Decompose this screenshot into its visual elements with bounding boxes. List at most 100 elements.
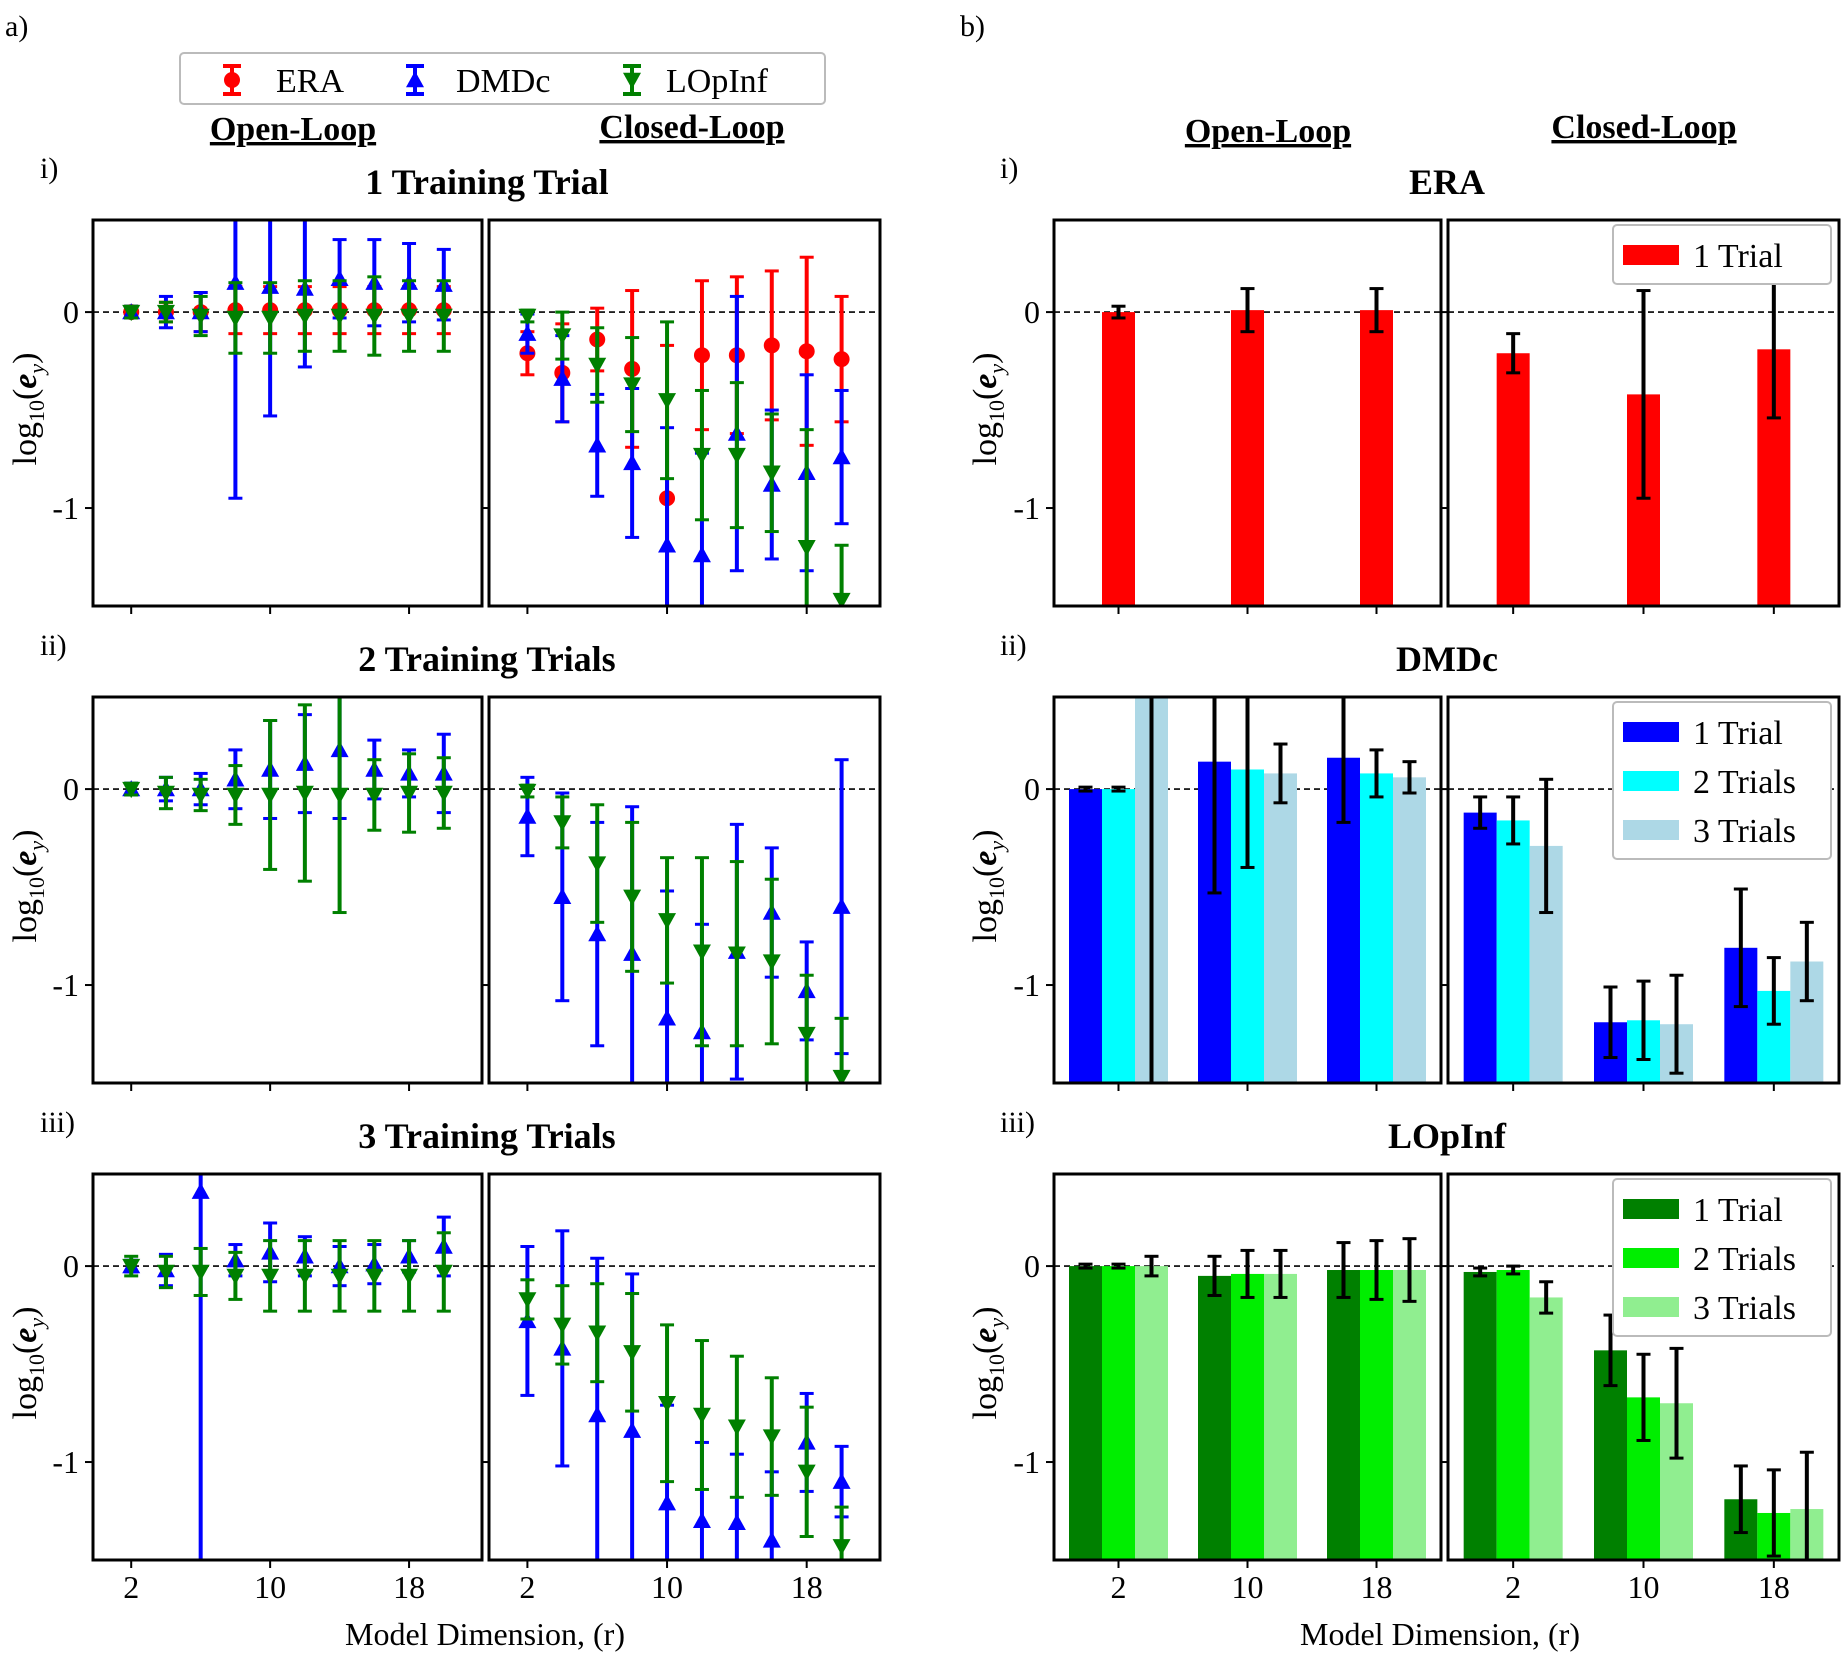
plot-area <box>1448 279 1839 606</box>
bar-2-trials <box>1231 1273 1264 1560</box>
panel-open-loop: 2 10 18 0 -1 <box>52 1172 484 1605</box>
data-point <box>295 785 314 803</box>
header-closed-a: Closed-Loop <box>599 109 784 146</box>
chart-b-ii: DMDc ii) log10(ey) 0 -1 1 Trial 2 Trials 3 Tria… <box>967 629 1841 1091</box>
data-point <box>588 856 607 873</box>
data-point <box>727 1419 746 1436</box>
data-point <box>762 954 781 971</box>
y-axis-label: log10(ey) <box>7 830 49 943</box>
data-point <box>553 815 572 832</box>
legend-marker-dmdc <box>406 64 424 96</box>
x-tick-label: 10 <box>1628 1569 1660 1605</box>
plot-area <box>1054 287 1441 606</box>
data-point <box>191 308 210 326</box>
bar-3-trials <box>1393 777 1426 1083</box>
legend-label-lopinf: LOpInf <box>666 63 769 100</box>
row-label: i) <box>1000 152 1018 185</box>
data-point <box>191 1264 210 1281</box>
y-tick-label: -1 <box>1013 967 1040 1003</box>
axes-frame <box>1446 695 1841 1085</box>
data-point <box>692 546 711 563</box>
data-point <box>588 357 607 374</box>
data-point <box>798 343 815 360</box>
data-point <box>762 465 781 482</box>
data-point <box>156 304 175 322</box>
legend-frame <box>1612 224 1832 285</box>
x-tick-label: 18 <box>791 1569 823 1605</box>
y-tick-label: 0 <box>63 771 79 807</box>
y-tick-label: -1 <box>52 490 79 526</box>
data-point <box>191 787 210 804</box>
legend-marker <box>224 72 240 88</box>
data-point <box>727 1513 746 1530</box>
data-point <box>261 310 280 327</box>
data-point <box>122 304 141 322</box>
bar-legend: 1 Trial 2 Trials 3 Trials <box>1612 1178 1832 1337</box>
data-point <box>400 308 419 326</box>
data-point <box>658 1494 677 1511</box>
data-point <box>833 351 850 368</box>
panel-label-a: a) <box>5 10 28 43</box>
plot-area <box>93 1174 482 1560</box>
x-tick-label: 10 <box>254 1569 286 1605</box>
legend-marker-era <box>223 64 241 96</box>
data-point <box>226 1268 245 1285</box>
series-lopinf <box>518 1278 851 1560</box>
data-point <box>295 308 314 326</box>
data-point <box>191 1182 210 1199</box>
legend-label: 2 Trials <box>1693 764 1796 801</box>
plot-area <box>489 1229 880 1560</box>
data-point <box>832 1472 851 1489</box>
axes-frame <box>91 1172 484 1562</box>
x-tick-label: 2 <box>519 1569 535 1605</box>
data-point <box>261 787 280 804</box>
legend-swatch <box>1623 1297 1679 1317</box>
row-label: ii) <box>1000 629 1027 662</box>
axes-frame <box>1052 1172 1443 1562</box>
data-point <box>156 785 175 803</box>
bar-legend: 1 Trial <box>1612 224 1832 285</box>
data-point <box>658 1009 677 1026</box>
panel-open-loop: 2 10 18 0 -1 <box>1013 1172 1443 1605</box>
plot-area <box>1448 777 1839 1083</box>
x-axis-label-a: Model Dimension, (r) <box>345 1616 625 1652</box>
x-tick-label: 2 <box>123 1569 139 1605</box>
data-point <box>832 1069 851 1083</box>
data-point <box>553 1317 572 1334</box>
axes-frame <box>1446 1172 1841 1562</box>
bar-2-trials <box>1360 1270 1393 1560</box>
y-axis-label: log10(ey) <box>967 830 1009 943</box>
series-lopinf <box>122 697 453 915</box>
panel-closed-loop: 1 Trial <box>1440 218 1841 614</box>
data-point <box>365 1268 384 1285</box>
legend-a: ERA DMDc LOpInf <box>179 52 826 105</box>
y-axis-label: log10(ey) <box>967 1307 1009 1420</box>
data-point <box>588 436 607 453</box>
data-point <box>658 536 677 553</box>
legend-frame <box>179 52 826 105</box>
plot-area <box>489 758 880 1083</box>
axes-frame <box>91 695 484 1085</box>
y-tick-label: -1 <box>52 967 79 1003</box>
axes-frame <box>1052 695 1443 1085</box>
legend-label: 1 Trial <box>1693 1192 1783 1229</box>
data-point <box>156 1264 175 1281</box>
legend-swatch <box>1623 1199 1679 1219</box>
x-tick-label: 18 <box>1758 1569 1790 1605</box>
bar-1-trial <box>1069 789 1102 1083</box>
panel-open-loop: 0 -1 <box>1013 695 1443 1091</box>
bar-2-trials <box>1360 773 1393 1083</box>
bar-1-trial <box>1231 310 1264 606</box>
data-point <box>400 785 419 803</box>
x-tick-label: 18 <box>1361 1569 1393 1605</box>
data-point <box>692 447 711 465</box>
data-point <box>727 447 746 465</box>
legend-label-era: ERA <box>276 63 344 100</box>
data-point <box>832 1539 851 1556</box>
bar-1-trial <box>1069 1266 1102 1560</box>
bar-1-trial <box>1463 1271 1497 1560</box>
legend-swatch <box>1623 1248 1679 1268</box>
bar-1-trial <box>1496 353 1530 606</box>
data-point <box>693 347 710 364</box>
